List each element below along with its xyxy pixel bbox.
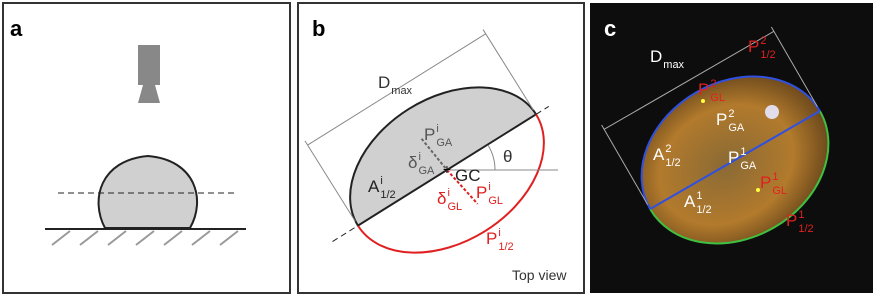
label-sub: GL: [772, 185, 787, 197]
label-sup: 2: [760, 35, 766, 47]
label-base: δ: [437, 189, 446, 208]
label-sub: GL: [710, 92, 725, 104]
label-sub: 1/2: [498, 241, 513, 253]
label-sub: GA: [418, 165, 435, 177]
label-sub: 1/2: [696, 204, 711, 216]
label-sup: i: [498, 227, 500, 239]
label-sup: i: [418, 151, 420, 163]
label-base: P: [786, 211, 797, 230]
label-sup: i: [488, 181, 490, 193]
highlight: [765, 105, 779, 119]
label-sub: GL: [447, 201, 462, 213]
label-sub: GA: [436, 137, 453, 149]
caption: Top view: [512, 267, 567, 283]
label-base: A: [653, 145, 665, 164]
label-base: P: [486, 229, 497, 248]
label-base: D: [378, 73, 390, 92]
label-base: A: [368, 177, 380, 196]
label-sub: 1/2: [380, 189, 395, 201]
label-base: A: [684, 192, 696, 211]
label-sup: i: [380, 175, 382, 187]
label-base: P: [424, 125, 435, 144]
nozzle: [138, 45, 160, 85]
label: θ: [503, 147, 512, 166]
label-sub: max: [391, 85, 412, 97]
label-base: δ: [408, 153, 417, 172]
label-sup: 2: [710, 78, 716, 90]
label-sub: GL: [488, 195, 503, 207]
label-base: P: [476, 183, 487, 202]
label-base: P: [698, 80, 709, 99]
figure: + a b c Top view DmaxPiGAδiGAGCθAi1/2δiG…: [0, 0, 876, 296]
label-sub: GA: [728, 122, 745, 134]
label-base: P: [748, 37, 759, 56]
center-marker: +: [443, 161, 451, 177]
label-base: P: [760, 173, 771, 192]
panel-label: c: [604, 16, 616, 41]
label-sub: max: [663, 59, 684, 71]
label-sub: 1/2: [665, 157, 680, 169]
label-sub: GA: [740, 160, 757, 172]
point: [701, 99, 705, 103]
label-base: P: [716, 110, 727, 129]
label-sup: 2: [728, 108, 734, 120]
label-sub: 1/2: [798, 223, 813, 235]
label-sup: 1: [798, 209, 804, 221]
label-sup: i: [447, 187, 449, 199]
label-sup: 1: [696, 190, 702, 202]
label-sup: 1: [740, 146, 746, 158]
label-base: θ: [503, 147, 512, 166]
panel-label: a: [10, 16, 23, 41]
label-sup: i: [436, 123, 438, 135]
label-base: P: [728, 148, 739, 167]
label-sup: 1: [772, 171, 778, 183]
label-sub: 1/2: [760, 49, 775, 61]
label-sup: 2: [665, 143, 671, 155]
panel-label: b: [312, 16, 325, 41]
label-base: D: [650, 47, 662, 66]
